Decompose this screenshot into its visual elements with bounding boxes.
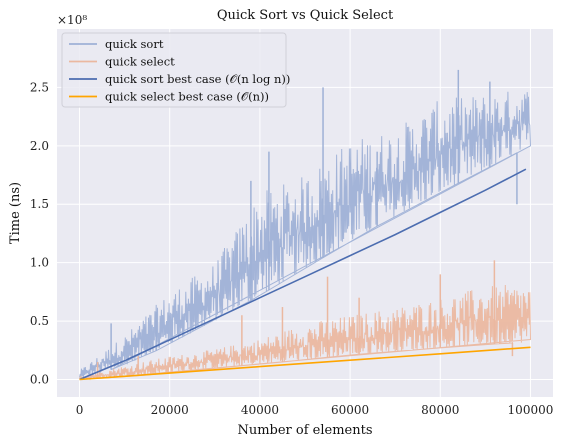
series-line-2 [79,168,527,381]
y-tick-label: 2.0 [30,139,49,153]
chart-title: Quick Sort vs Quick Select [217,8,394,23]
x-axis-label: Number of elements [237,423,372,438]
x-tick-label: 60000 [331,403,369,417]
legend: quick sort quick select quick sort best ca… [61,32,290,108]
x-axis-ticks: 0 20000 40000 60000 80000 100000 [76,403,554,417]
legend-entry: quick sort [105,37,164,51]
y-tick-label: 2.5 [30,80,49,94]
y-tick-label: 0.5 [30,314,49,328]
series-line-1 [79,284,532,381]
y-axis-ticks: 0.0 0.5 1.0 1.5 2.0 2.5 [30,80,49,386]
x-tick-label: 0 [76,403,84,417]
x-tick-label: 20000 [151,403,189,417]
legend-entry: quick sort best case (𝒪(n log n)) [105,72,290,86]
y-tick-label: 1.0 [30,256,49,270]
x-tick-label: 80000 [421,403,459,417]
y-axis-scale-label: ×10⁸ [57,13,87,27]
legend-entry: quick select best case (𝒪(n)) [105,90,269,104]
series-line-3 [79,346,531,381]
y-tick-label: 1.5 [30,197,49,211]
legend-box [61,32,287,108]
series-layer [79,69,532,381]
y-axis-label: Time (ns) [8,182,23,244]
legend-entry: quick select [105,55,175,69]
y-tick-label: 0.0 [30,372,49,386]
x-tick-label: 40000 [241,403,279,417]
x-tick-label: 100000 [508,403,554,417]
